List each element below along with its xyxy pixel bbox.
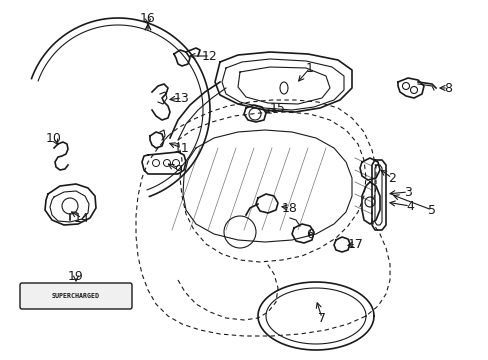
Text: 14: 14 [74, 212, 90, 225]
Text: 3: 3 [403, 185, 411, 198]
Text: 9: 9 [174, 163, 182, 176]
Text: 18: 18 [282, 202, 297, 215]
Text: 11: 11 [174, 141, 189, 154]
Text: SUPERCHARGED: SUPERCHARGED [52, 293, 100, 299]
Text: 6: 6 [305, 228, 313, 240]
Text: 15: 15 [269, 102, 285, 114]
Text: 10: 10 [46, 131, 62, 144]
FancyBboxPatch shape [20, 283, 132, 309]
Text: 7: 7 [317, 311, 325, 324]
Text: 16: 16 [140, 12, 156, 24]
Text: 19: 19 [68, 270, 84, 283]
Text: 1: 1 [305, 62, 313, 75]
Text: 12: 12 [202, 50, 218, 63]
Text: 8: 8 [443, 81, 451, 95]
Text: 4: 4 [405, 199, 413, 212]
Text: 13: 13 [174, 91, 189, 104]
Text: 17: 17 [347, 238, 363, 251]
Text: 5: 5 [427, 203, 435, 216]
Text: 2: 2 [387, 171, 395, 185]
